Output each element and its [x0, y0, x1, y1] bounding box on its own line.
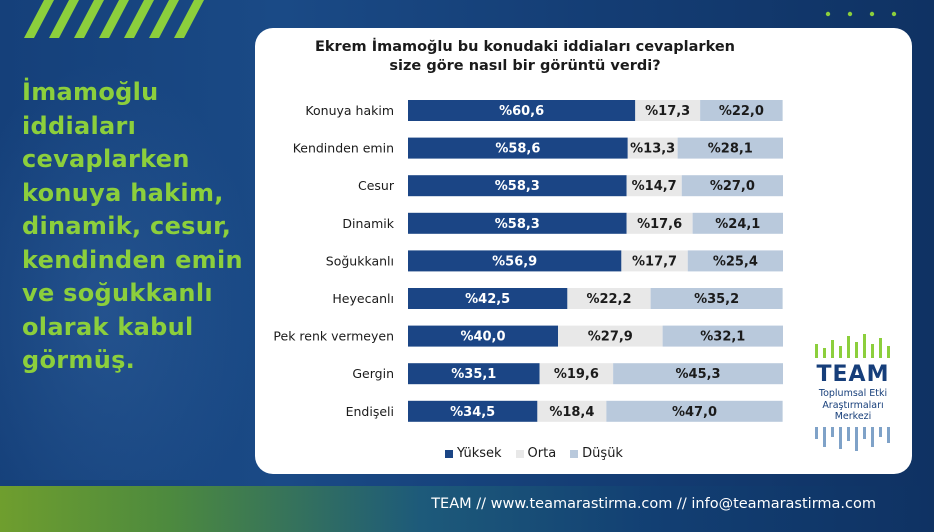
- bar-value-label-low: %47,0: [672, 405, 717, 420]
- category-label: Soğukkanlı: [326, 253, 394, 268]
- chart-legend: Yüksek Orta Düşük: [445, 446, 623, 461]
- category-label: Endişeli: [346, 404, 394, 419]
- category-label: Cesur: [358, 178, 395, 193]
- bar-value-label-mid: %13,3: [630, 142, 675, 157]
- bar-segment-low: [650, 288, 783, 309]
- legend-label-low: Düşük: [582, 446, 623, 461]
- bar-segment-high: [408, 288, 568, 309]
- bar-value-label-mid: %17,7: [632, 254, 677, 269]
- decorative-stripes: [24, 0, 204, 38]
- bar-segment-low: [606, 400, 783, 422]
- bar-value-label-high: %58,3: [495, 217, 540, 232]
- bar-value-label-mid: %14,7: [632, 179, 677, 194]
- bar-value-label-low: %28,1: [708, 142, 753, 157]
- bar-segment-mid: [558, 325, 663, 347]
- bar-value-label-mid: %17,6: [637, 217, 682, 232]
- bar-segment-high: [408, 175, 627, 197]
- legend-swatch-low: [570, 449, 579, 458]
- bar-segment-high: [408, 325, 558, 347]
- bar-value-label-mid: %17,3: [645, 104, 690, 119]
- category-label: Konuya hakim: [305, 103, 394, 118]
- category-label: Pek renk vermeyen: [273, 329, 394, 344]
- bar-value-label-high: %42,5: [465, 292, 510, 307]
- bar-segment-mid: [626, 212, 693, 234]
- bar-segment-mid: [539, 363, 614, 385]
- bar-segment-high: [408, 100, 636, 121]
- legend-swatch-mid: [515, 449, 524, 458]
- bar-segment-high: [408, 250, 622, 272]
- bar-segment-mid: [537, 400, 607, 422]
- chart-title: Ekrem İmamoğlu bu konudaki iddiaları cev…: [315, 39, 735, 74]
- legend-item-low: Düşük: [570, 446, 623, 461]
- bar-value-label-low: %22,0: [719, 104, 764, 119]
- logo-bars-top-icon: [815, 334, 890, 358]
- bar-value-label-low: %32,1: [700, 330, 745, 345]
- chart-card: Ekrem İmamoğlu bu konudaki iddiaları cev…: [255, 28, 912, 474]
- legend-item-high: Yüksek: [445, 446, 502, 461]
- category-label: Kendinden emin: [293, 141, 394, 156]
- bar-value-label-mid: %27,9: [588, 330, 633, 345]
- footer-contact: TEAM // www.teamarastirma.com // info@te…: [431, 496, 876, 512]
- bar-segment-low: [681, 175, 783, 197]
- headline-text: İmamoğlu iddiaları cevaplarken konuya ha…: [22, 78, 243, 374]
- legend-item-mid: Orta: [515, 446, 557, 461]
- background-photo-overlay: [0, 60, 260, 480]
- bar-segment-high: [408, 400, 538, 422]
- bar-segment-mid: [567, 288, 651, 309]
- bar-segment-mid: [621, 250, 688, 272]
- legend-label-mid: Orta: [527, 446, 557, 461]
- bar-segment-low: [700, 100, 783, 121]
- bar-value-label-mid: %18,4: [549, 405, 594, 420]
- bar-segment-mid: [627, 137, 678, 159]
- legend-label-high: Yüksek: [457, 446, 502, 461]
- bar-segment-low: [687, 250, 783, 272]
- bar-value-label-low: %24,1: [715, 217, 760, 232]
- bar-value-label-low: %27,0: [710, 179, 755, 194]
- bar-value-label-high: %35,1: [451, 367, 496, 382]
- bar-value-label-low: %35,2: [694, 292, 739, 307]
- legend-swatch-high: [445, 449, 453, 458]
- bar-value-label-high: %58,3: [495, 179, 540, 194]
- bar-segment-high: [408, 137, 628, 159]
- bar-value-label-low: %25,4: [713, 254, 758, 269]
- logo-subtitle: Toplumsal Etki Araştırmaları Merkezi: [818, 388, 888, 422]
- bar-segment-mid: [626, 175, 682, 197]
- category-label: Dinamik: [342, 216, 394, 231]
- category-label: Heyecanlı: [332, 291, 394, 306]
- bar-segment-low: [677, 137, 783, 159]
- bar-value-label-mid: %22,2: [586, 292, 631, 307]
- bar-value-label-high: %34,5: [450, 405, 495, 420]
- bar-segment-low: [662, 325, 783, 347]
- bar-value-label-high: %58,6: [495, 142, 540, 157]
- stacked-bar-chart: Konuya hakim %60,6 %17,3 %22,0 Kendinden emi…: [273, 100, 783, 422]
- category-label: Gergin: [352, 366, 394, 381]
- team-logo: TEAM Toplumsal Etki Araştırmaları Merkez…: [805, 328, 901, 458]
- bar-segment-low: [692, 212, 783, 234]
- footer-bar: TEAM // www.teamarastirma.com // info@te…: [0, 486, 934, 532]
- bar-segment-high: [408, 212, 627, 234]
- bar-value-label-high: %40,0: [460, 330, 505, 345]
- bar-segment-mid: [635, 100, 701, 121]
- logo-wordmark: TEAM: [816, 362, 890, 387]
- bar-value-label-high: %56,9: [492, 254, 537, 269]
- bar-segment-low: [613, 363, 783, 385]
- bar-value-label-mid: %19,6: [554, 367, 599, 382]
- logo-bars-bottom-icon: [815, 427, 890, 451]
- bar-segment-high: [408, 363, 540, 385]
- bar-value-label-high: %60,6: [499, 104, 544, 119]
- bar-value-label-low: %45,3: [676, 367, 721, 382]
